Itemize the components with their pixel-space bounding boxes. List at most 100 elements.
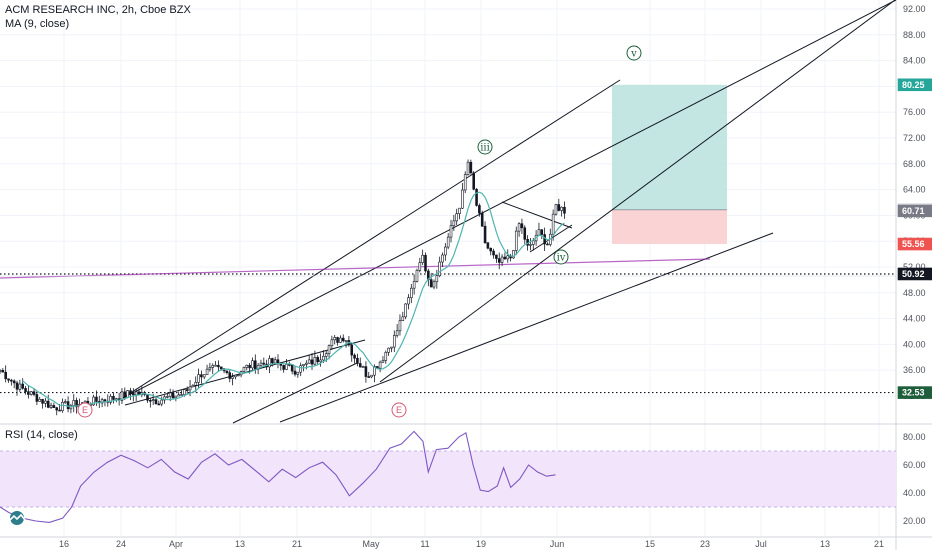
candle-body bbox=[384, 352, 388, 361]
candle-body bbox=[129, 390, 132, 394]
candle-body bbox=[486, 242, 490, 249]
rsi-tick-label: 40.00 bbox=[903, 488, 926, 498]
candle-body bbox=[339, 337, 342, 343]
target-zone bbox=[612, 84, 727, 210]
candle-body bbox=[356, 357, 359, 364]
candle-body bbox=[194, 382, 198, 386]
candle-body bbox=[66, 401, 70, 410]
price-tick-label: 40.00 bbox=[903, 339, 926, 349]
candle-body bbox=[480, 212, 484, 227]
price-label-badge bbox=[897, 267, 932, 281]
price-tick-label: 84.00 bbox=[903, 56, 926, 66]
time-tick-label: May bbox=[362, 539, 380, 549]
candle-body bbox=[551, 213, 555, 235]
purple-trendline bbox=[0, 258, 711, 279]
candle-body bbox=[517, 223, 521, 232]
candle-body bbox=[52, 405, 56, 409]
candle-body bbox=[540, 229, 544, 235]
time-tick-label: Apr bbox=[169, 539, 183, 549]
tradingview-logo-icon[interactable] bbox=[6, 511, 28, 525]
candle-body bbox=[333, 337, 337, 341]
candle-body bbox=[1, 369, 5, 373]
candle-body bbox=[395, 330, 399, 336]
candle-body bbox=[273, 359, 277, 364]
candle-body bbox=[262, 362, 266, 365]
candle-body bbox=[310, 359, 314, 365]
candle-body bbox=[557, 204, 561, 211]
trendlines[interactable] bbox=[0, 0, 897, 424]
candle-body bbox=[46, 400, 50, 408]
candle-body bbox=[228, 372, 232, 379]
candle-body bbox=[160, 399, 163, 405]
candle-body bbox=[44, 400, 47, 404]
wave-label-circle bbox=[553, 249, 569, 265]
candle-body bbox=[373, 366, 376, 376]
candle-body bbox=[390, 346, 393, 349]
candle-body bbox=[475, 188, 478, 206]
candle-body bbox=[63, 401, 67, 403]
candle-body bbox=[415, 269, 419, 282]
candle-body bbox=[381, 360, 385, 363]
candle-body bbox=[55, 407, 59, 411]
candle-body bbox=[75, 400, 78, 408]
candle-body bbox=[418, 262, 422, 271]
candle-body bbox=[546, 243, 549, 246]
candle-body bbox=[174, 395, 178, 399]
candle-body bbox=[245, 364, 249, 368]
rsi-pane bbox=[0, 430, 896, 523]
rsi-tick-label: 60.00 bbox=[903, 460, 926, 470]
candle-body bbox=[350, 344, 354, 356]
candle-body bbox=[100, 399, 104, 404]
rsi-legend[interactable]: RSI (14, close) bbox=[5, 429, 78, 441]
candle-body bbox=[151, 399, 155, 401]
price-tick-label: 68.00 bbox=[903, 159, 926, 169]
candle-body bbox=[463, 174, 467, 191]
candle-body bbox=[126, 390, 129, 398]
candle-body bbox=[0, 369, 2, 372]
candle-body bbox=[412, 281, 416, 289]
candle-body bbox=[92, 396, 95, 406]
candle-body bbox=[15, 382, 19, 390]
candle-body bbox=[177, 394, 180, 397]
candle-body bbox=[234, 374, 237, 378]
ma-polyline bbox=[22, 191, 565, 408]
candle-body bbox=[157, 403, 161, 406]
candle-body bbox=[202, 374, 206, 378]
candle-body bbox=[103, 399, 107, 402]
candle-body bbox=[132, 393, 135, 396]
earnings-marker-text: E bbox=[82, 405, 88, 415]
trendline bbox=[501, 201, 573, 229]
candle-body bbox=[7, 378, 10, 381]
candle-body bbox=[149, 400, 152, 402]
candle-body bbox=[166, 396, 169, 398]
candle-body bbox=[531, 240, 535, 245]
trendline bbox=[279, 232, 774, 423]
candle-body bbox=[197, 374, 200, 383]
time-axis[interactable]: 16 24 Apr 13 21 May 11 19 Jun 15 23 Jul 13 21 bbox=[59, 539, 884, 549]
candle-body bbox=[492, 250, 495, 256]
ma-legend[interactable]: MA (9, close) bbox=[5, 18, 70, 30]
candle-body bbox=[282, 365, 285, 370]
price-label-badge bbox=[897, 78, 932, 92]
position-tool[interactable] bbox=[612, 84, 727, 245]
candle-body bbox=[168, 392, 172, 397]
candle-body bbox=[520, 223, 524, 229]
candle-body bbox=[163, 396, 166, 401]
candle-body bbox=[410, 287, 413, 298]
time-tick-label: 16 bbox=[59, 539, 69, 549]
trendline bbox=[120, 79, 621, 400]
candle-body bbox=[327, 345, 331, 354]
time-tick-label: Jul bbox=[755, 539, 767, 549]
trendline bbox=[232, 362, 358, 424]
candle-body bbox=[449, 225, 453, 238]
candle-body bbox=[251, 360, 254, 369]
candle-body bbox=[35, 394, 39, 402]
candle-body bbox=[205, 368, 209, 375]
candle-body bbox=[95, 396, 98, 402]
candle-body bbox=[563, 206, 566, 214]
main-series-legend[interactable]: ACM RESEARCH INC, 2h, Cboe BZX bbox=[5, 4, 191, 16]
candle-body bbox=[358, 363, 362, 368]
candle-body bbox=[432, 281, 436, 288]
time-tick-label: 23 bbox=[700, 539, 710, 549]
